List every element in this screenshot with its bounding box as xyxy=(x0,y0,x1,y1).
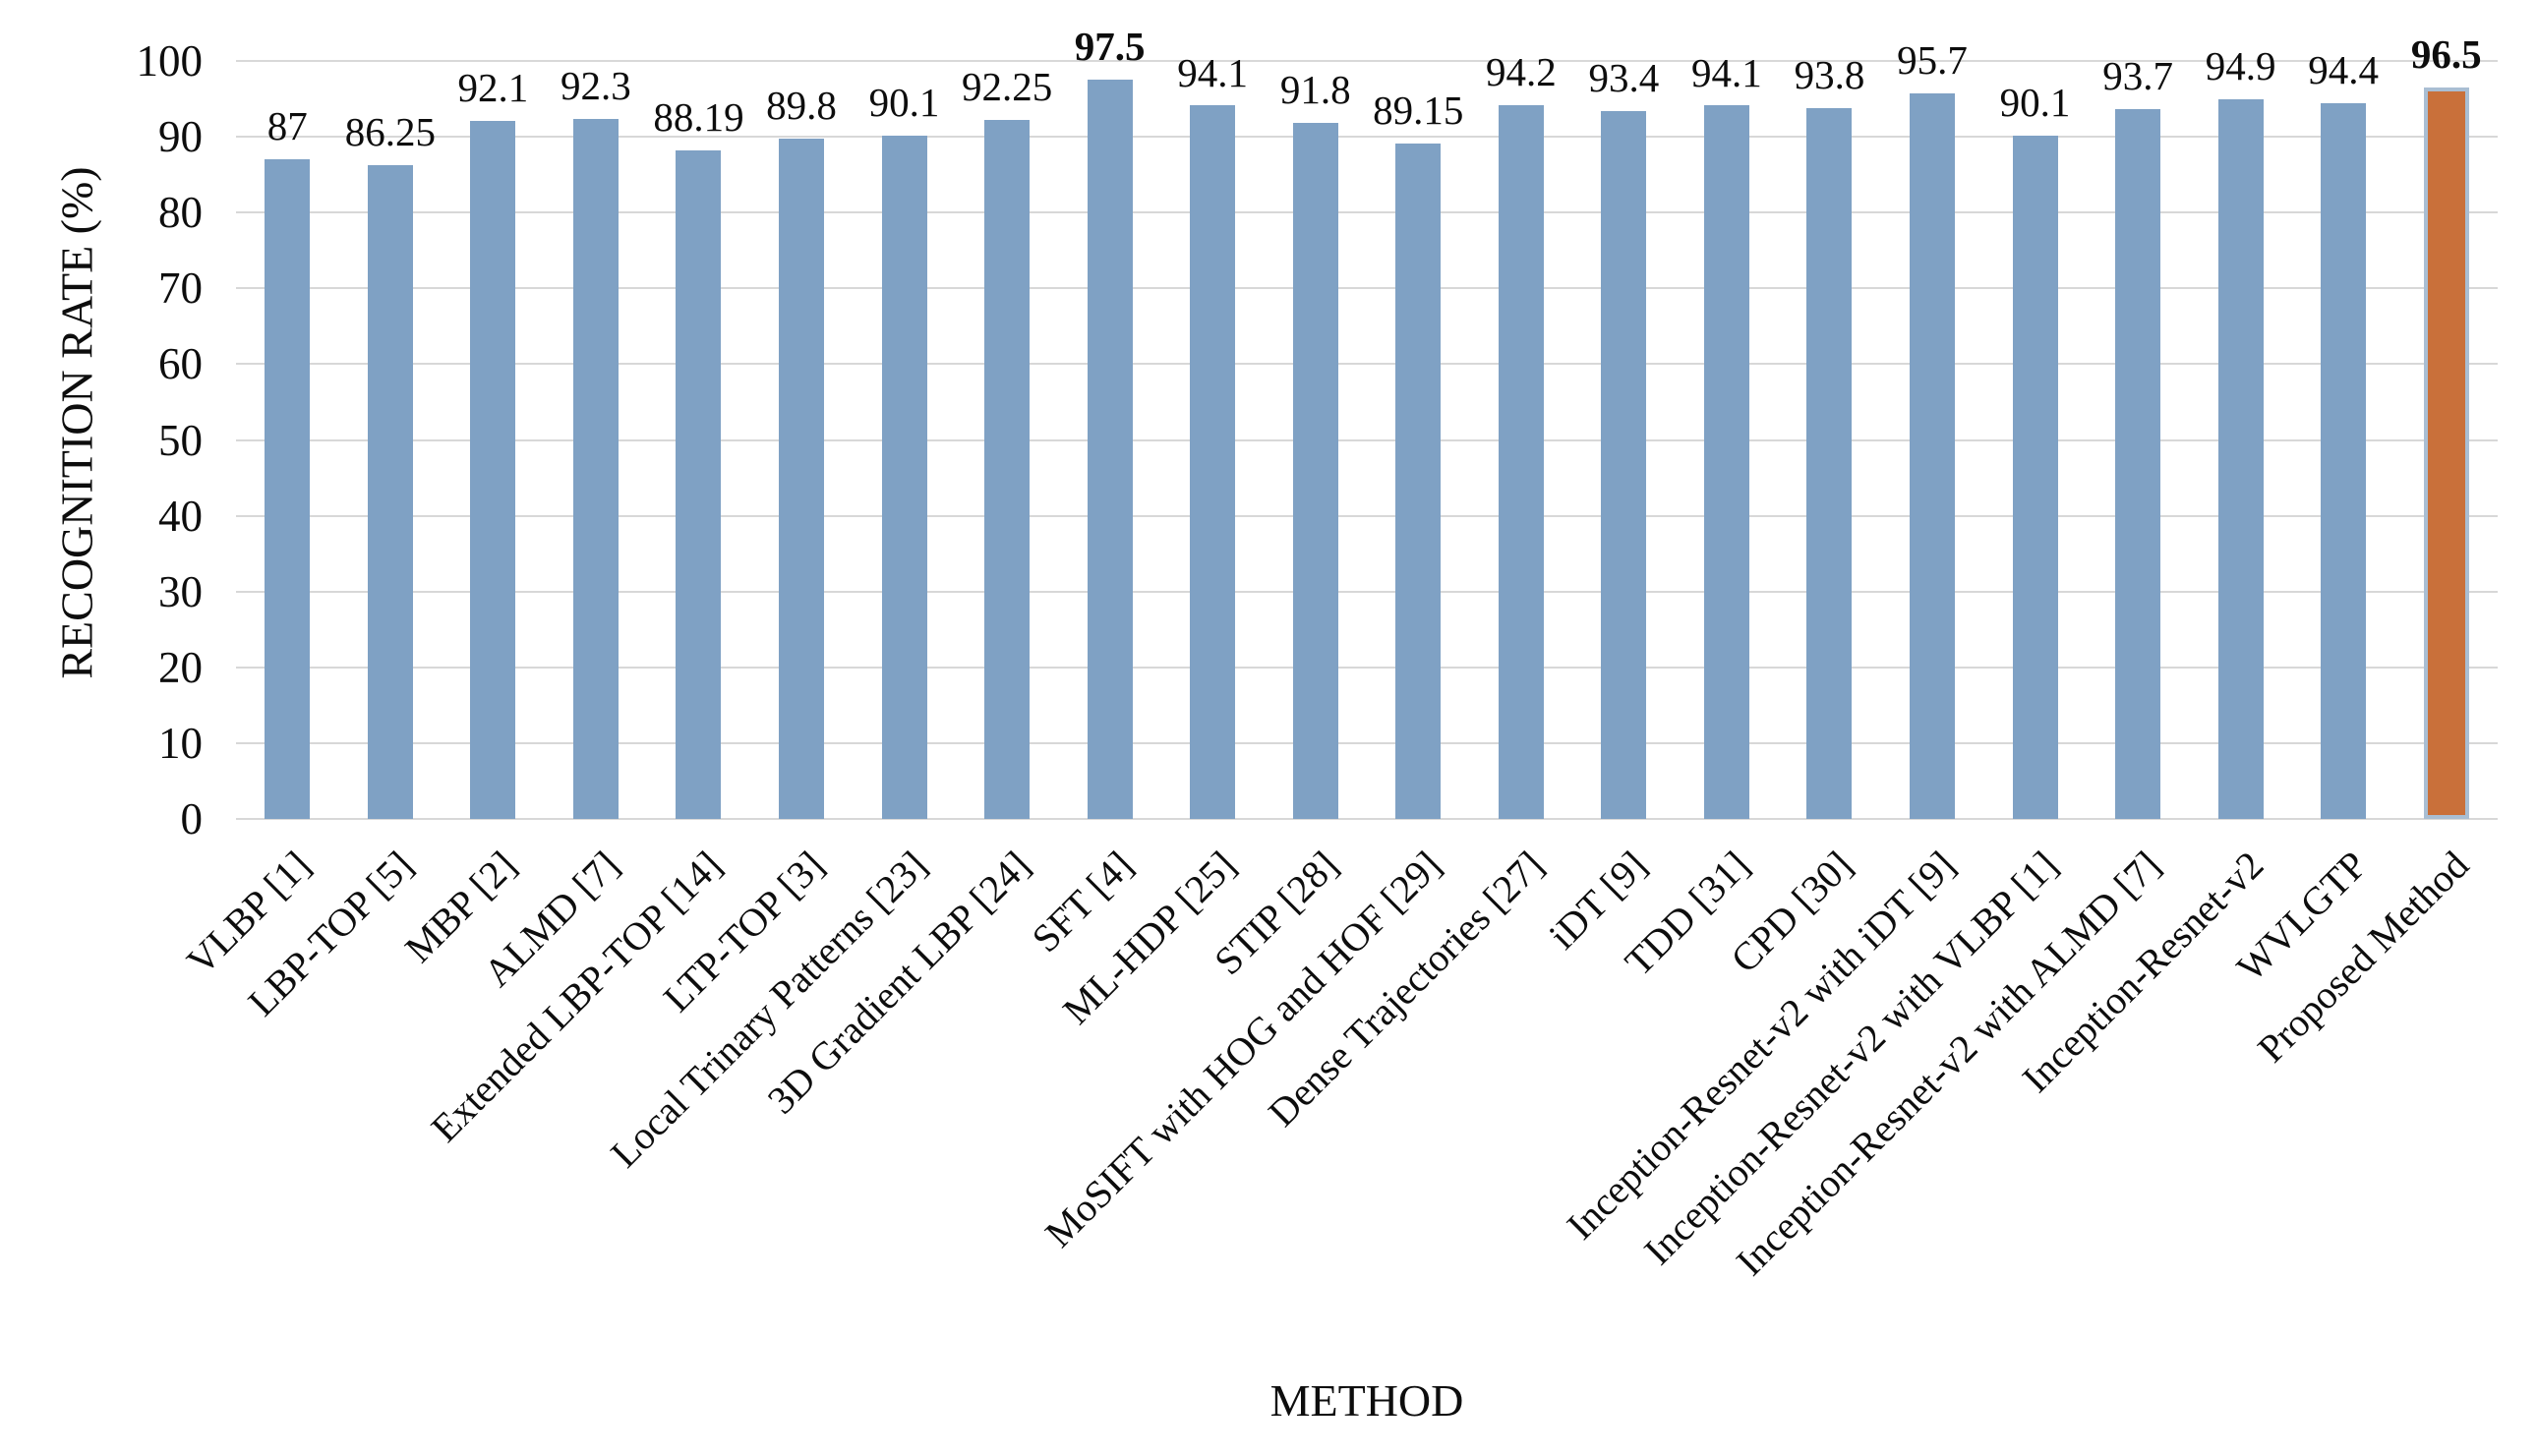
plot-area: 87 86.25 92.1 92.3 88.19 89.8 90.1 92.25 97.5 94.… xyxy=(178,24,2498,1284)
x-axis-title: METHOD xyxy=(1269,1375,1464,1426)
bar-value-label: 92.25 xyxy=(961,63,1053,109)
y-tick-label: 80 xyxy=(158,188,203,238)
bar xyxy=(1087,80,1133,819)
bar xyxy=(1806,107,1853,819)
gridline xyxy=(236,287,2498,290)
bar-value-label: 94.1 xyxy=(1691,49,1762,95)
bar-value-label: 93.7 xyxy=(2102,52,2173,98)
gridline xyxy=(236,514,2498,517)
gridline xyxy=(236,666,2498,669)
bar xyxy=(2115,108,2161,819)
bar-value-label: 94.2 xyxy=(1485,48,1557,94)
gridline xyxy=(236,211,2498,214)
bar-value-label: 87 xyxy=(266,103,308,149)
bar-value-label: 86.25 xyxy=(344,109,436,154)
gridline xyxy=(236,818,2498,820)
y-tick-label: 10 xyxy=(158,718,203,768)
bar xyxy=(1601,110,1647,819)
bar-value-label: 91.8 xyxy=(1279,67,1351,113)
bar xyxy=(265,159,311,819)
bar-value-label: 93.8 xyxy=(1794,51,1865,97)
bar xyxy=(470,120,516,819)
y-tick-label: 0 xyxy=(180,794,204,844)
y-tick-label: 20 xyxy=(158,642,203,692)
bar-value-label: 97.5 xyxy=(1074,24,1146,70)
bar xyxy=(2321,103,2367,819)
bar-value-label: 92.1 xyxy=(457,64,529,110)
bar xyxy=(1498,104,1544,819)
gridline xyxy=(236,136,2498,139)
gridline xyxy=(236,363,2498,366)
bar-value-label: 88.19 xyxy=(653,94,744,141)
bar-value-label: 92.3 xyxy=(560,63,631,109)
bar xyxy=(881,136,927,819)
bar xyxy=(779,138,824,819)
y-tick-label: 40 xyxy=(158,491,203,541)
bar-highlighted xyxy=(2423,87,2469,819)
bar-value-label: 90.1 xyxy=(1999,80,2071,126)
bar-value-label: 96.5 xyxy=(2410,31,2482,77)
bar xyxy=(984,119,1031,819)
bar-value-label: 93.4 xyxy=(1588,54,1660,100)
bar-value-label: 94.1 xyxy=(1177,49,1249,95)
bar xyxy=(367,165,413,819)
y-tick-label: 60 xyxy=(158,339,203,389)
bar xyxy=(1910,93,1955,819)
bar xyxy=(572,119,619,819)
bar-value-label: 94.9 xyxy=(2205,43,2276,89)
y-tick-label: 50 xyxy=(158,415,203,465)
bar-value-label: 89.8 xyxy=(766,82,837,128)
y-tick-label: 30 xyxy=(158,566,203,616)
gridline xyxy=(236,590,2498,593)
bar xyxy=(676,150,722,819)
bar xyxy=(1190,105,1236,819)
bar-value-label: 95.7 xyxy=(1897,37,1968,84)
bar-value-label: 89.15 xyxy=(1373,87,1464,133)
bar-value-label: 94.4 xyxy=(2308,47,2380,93)
gridline xyxy=(236,741,2498,744)
gridline xyxy=(236,60,2498,62)
bar xyxy=(2217,99,2264,819)
bar xyxy=(2012,136,2058,819)
y-tick-label: 100 xyxy=(136,36,204,86)
y-tick-label: 70 xyxy=(158,263,203,314)
bar xyxy=(1703,105,1749,819)
bar xyxy=(1395,143,1442,819)
y-tick-label: 90 xyxy=(158,112,203,162)
gridline xyxy=(236,438,2498,441)
bar xyxy=(1292,123,1338,819)
bar-value-label: 90.1 xyxy=(868,80,940,126)
